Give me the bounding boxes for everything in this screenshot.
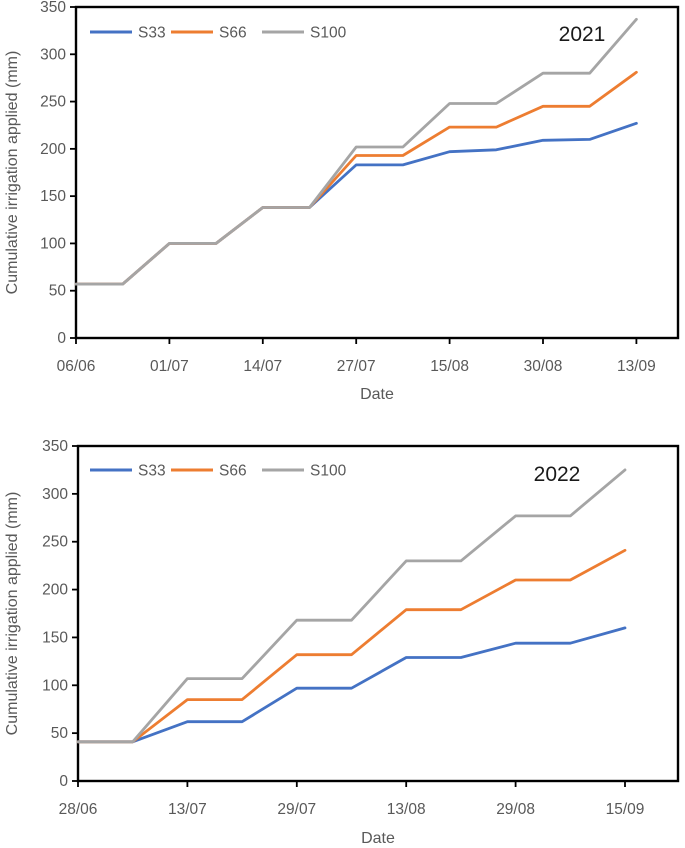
series-line-s33 [76, 626, 627, 744]
chart-2022-canvas: 350 300 250 200 150 100 50 0 28/06 13/07 29/07 13/0… [4, 438, 680, 847]
year-label: 2022 [534, 463, 581, 486]
x-tick-label: 13/08 [387, 801, 426, 818]
y-axis-title: Cumulative irrigation applied (mm) [4, 492, 21, 736]
x-tick-label: 15/08 [430, 358, 469, 375]
y-tick-label: 200 [40, 141, 66, 158]
y-tick-label: 350 [42, 438, 68, 455]
x-tick-label: 15/09 [606, 801, 645, 818]
x-tick-label: 27/07 [337, 358, 376, 375]
y-tick-label: 150 [42, 629, 68, 646]
y-tick-label: 50 [51, 725, 69, 742]
x-tick-label: 29/08 [496, 801, 535, 818]
x-tick-label: 06/06 [57, 358, 96, 375]
x-axis-title: Date [360, 386, 394, 403]
x-tick-label: 29/07 [277, 801, 316, 818]
y-tick-label: 100 [40, 235, 66, 252]
year-label: 2021 [559, 23, 606, 46]
x-axis-title: Date [361, 830, 395, 847]
y-tick-label: 150 [40, 188, 66, 205]
y-tick-label: 250 [42, 534, 68, 551]
x-tick-label: 13/07 [168, 801, 207, 818]
y-tick-label: 100 [42, 677, 68, 694]
chart-2022: 350 300 250 200 150 100 50 0 28/06 13/07 29/07 13/0… [0, 424, 685, 848]
y-tick-label: 300 [42, 486, 68, 503]
x-tick-label: 30/08 [524, 358, 563, 375]
chart-2021-canvas: 350 300 250 200 150 100 50 0 06/06 01/07 14/07 27/0… [4, 0, 680, 403]
y-tick-label: 300 [40, 46, 66, 63]
plot-border [74, 5, 680, 340]
legend-label-s100: S100 [310, 463, 347, 480]
x-tick-label: 01/07 [150, 358, 189, 375]
chart-2021: 350 300 250 200 150 100 50 0 06/06 01/07 14/07 27/0… [4, 0, 680, 403]
y-axis-title: Cumulative irrigation applied (mm) [4, 51, 21, 295]
x-tick-label: 13/09 [617, 358, 656, 375]
x-tick-label: 28/06 [59, 801, 98, 818]
series-line-s66 [76, 548, 627, 744]
legend-label-s33: S33 [138, 463, 166, 480]
legend-label-s66: S66 [219, 463, 247, 480]
y-tick-label: 200 [42, 582, 68, 599]
legend-label-s33: S33 [138, 25, 166, 42]
y-tick-label: 250 [40, 94, 66, 111]
legend-label-s100: S100 [310, 25, 347, 42]
series-line-s100 [74, 17, 638, 286]
plot-border [76, 444, 680, 783]
x-tick-label: 14/07 [243, 358, 282, 375]
series-line-s100 [76, 468, 627, 744]
legend-label-s66: S66 [219, 25, 247, 42]
y-tick-label: 350 [40, 0, 66, 16]
y-tick-label: 50 [49, 283, 67, 300]
y-tick-label: 0 [57, 330, 66, 347]
y-tick-label: 0 [59, 773, 68, 790]
